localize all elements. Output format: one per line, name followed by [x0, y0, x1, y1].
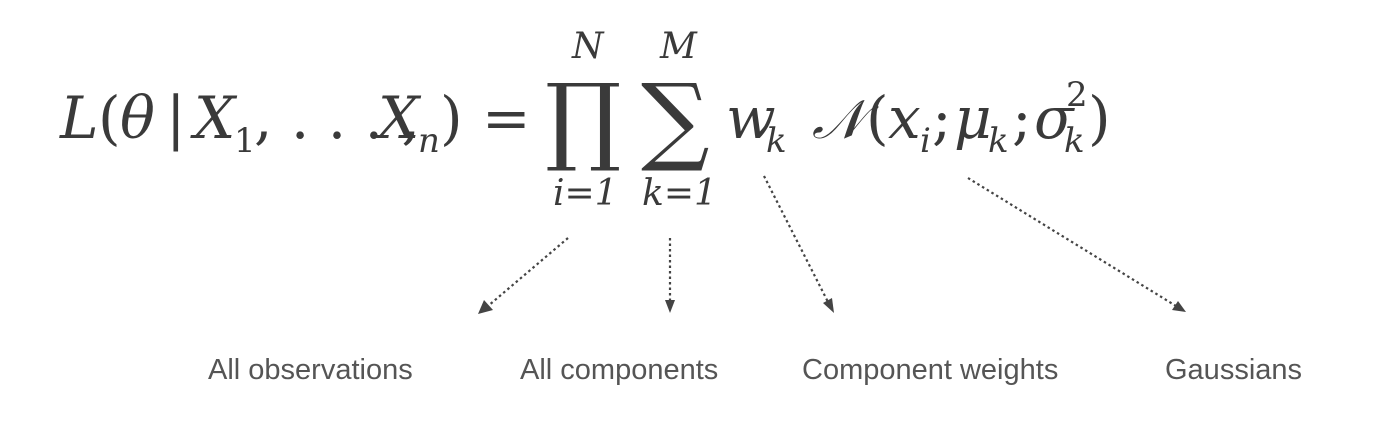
lhs-open-paren: ( [98, 84, 121, 152]
arrow-gaussians [967, 177, 1186, 312]
semicolon-1: ; [932, 84, 952, 152]
product-operator: N ∏ i=1 [545, 26, 621, 214]
lhs-close-paren: ) [440, 84, 463, 152]
sigma-base: σ [1034, 84, 1075, 152]
sigma-superscript: 2 [1066, 75, 1088, 115]
x-base: x [888, 84, 921, 152]
annotation-labels: All observations All components Componen… [208, 354, 1302, 386]
sum-symbol: ∑ [641, 63, 710, 175]
xn-base: X [374, 84, 422, 152]
weight-term: w k [726, 84, 787, 161]
weight-base: w [726, 84, 776, 152]
mu-base: μ [954, 84, 992, 152]
equals-sign: = [482, 84, 531, 152]
normal-close-paren: ) [1088, 84, 1111, 152]
label-component-weights: Component weights [802, 354, 1058, 386]
sum-upper-limit: M [659, 26, 698, 67]
xn-subscript: n [418, 121, 440, 161]
x-subscript: i [920, 121, 931, 161]
likelihood-lhs: L ( θ | X 1 , . . . , X n ) [59, 84, 463, 161]
arrow-components [665, 238, 675, 313]
x1-subscript: 1 [234, 121, 256, 161]
sigma-subscript: k [1064, 121, 1085, 161]
product-upper-limit: N [571, 26, 605, 67]
normal-open-paren: ( [866, 84, 889, 152]
label-all-observations: All observations [208, 354, 413, 386]
label-all-components: All components [520, 354, 718, 386]
theta-symbol: θ [120, 84, 155, 152]
arrow-observations [478, 237, 569, 314]
product-symbol: ∏ [545, 63, 621, 175]
label-gaussians: Gaussians [1165, 354, 1302, 386]
gaussian-term: 𝒩 ( x i ; μ k ; σ 2 k ) [812, 75, 1111, 161]
weight-subscript: k [766, 121, 787, 161]
sum-operator: M ∑ k=1 [641, 26, 717, 214]
given-bar: | [166, 84, 186, 152]
likelihood-symbol: L [59, 84, 99, 152]
arrow-weights [763, 175, 834, 313]
product-lower-limit: i=1 [553, 173, 618, 214]
semicolon-2: ; [1012, 84, 1032, 152]
ellipsis: , . . . , [254, 84, 420, 152]
mu-subscript: k [988, 121, 1009, 161]
x1-base: X [190, 84, 238, 152]
annotation-arrows [478, 175, 1186, 314]
sum-lower-limit: k=1 [642, 173, 717, 214]
